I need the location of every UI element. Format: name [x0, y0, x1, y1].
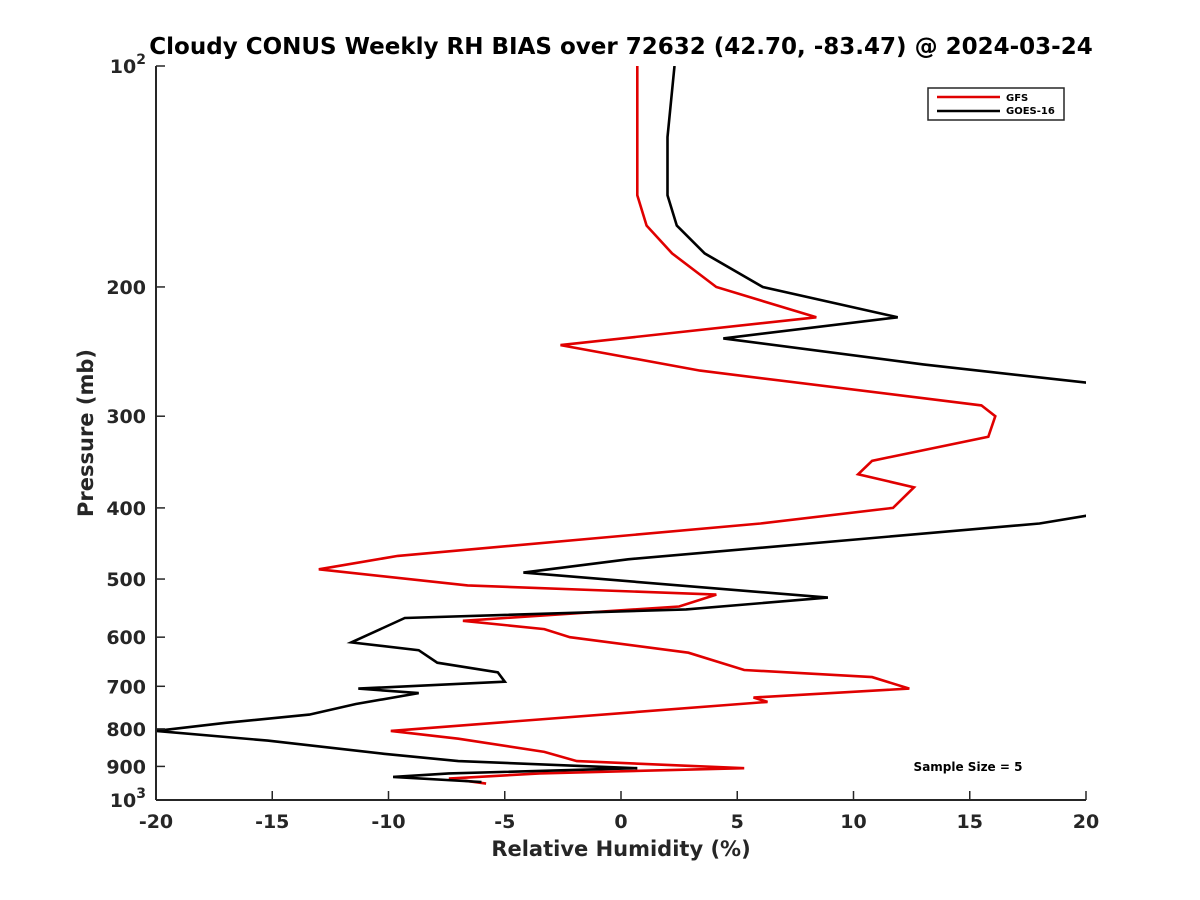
y-tick-label: 500 [106, 569, 146, 591]
chart-title: Cloudy CONUS Weekly RH BIAS over 72632 (… [149, 34, 1092, 60]
y-tick-label: 700 [106, 676, 146, 698]
legend: GFS GOES-16 [927, 87, 1065, 121]
x-tick-label: 5 [731, 811, 744, 833]
x-tick-label: 15 [957, 811, 983, 833]
legend-label-goes16: GOES-16 [1006, 106, 1055, 117]
y-tick-label: 103 [110, 786, 146, 812]
x-tick-label: -20 [139, 811, 173, 833]
series-layer [156, 66, 1086, 785]
x-axis-label: Relative Humidity (%) [491, 837, 750, 861]
y-tick-label: 400 [106, 498, 146, 520]
y-tick-label: 800 [106, 719, 146, 741]
y-tick-label: 300 [106, 406, 146, 428]
x-tick-label: 0 [614, 811, 627, 833]
sample-size-annotation: Sample Size = 5 [914, 760, 1023, 774]
legend-label-gfs: GFS [1006, 93, 1028, 104]
y-axis-ticks: 102 200 300 400 500 600 700 800 900 103 [106, 52, 165, 812]
x-tick-label: 20 [1073, 811, 1099, 833]
series-line-1 [156, 66, 1086, 784]
x-axis-ticks: -20 -15 -10 -5 0 5 10 15 20 [139, 791, 1099, 833]
x-tick-label: -5 [494, 811, 515, 833]
y-tick-label: 102 [110, 52, 146, 78]
plot-axes [155, 66, 1086, 801]
x-tick-label: -15 [255, 811, 289, 833]
x-tick-label: -10 [371, 811, 405, 833]
series-line-0 [318, 66, 997, 785]
y-tick-label: 900 [106, 756, 146, 778]
y-tick-label: 600 [106, 627, 146, 649]
legend-box [927, 87, 1065, 121]
y-tick-label: 200 [106, 277, 146, 299]
x-tick-label: 10 [840, 811, 866, 833]
y-axis-label: Pressure (mb) [74, 349, 98, 517]
